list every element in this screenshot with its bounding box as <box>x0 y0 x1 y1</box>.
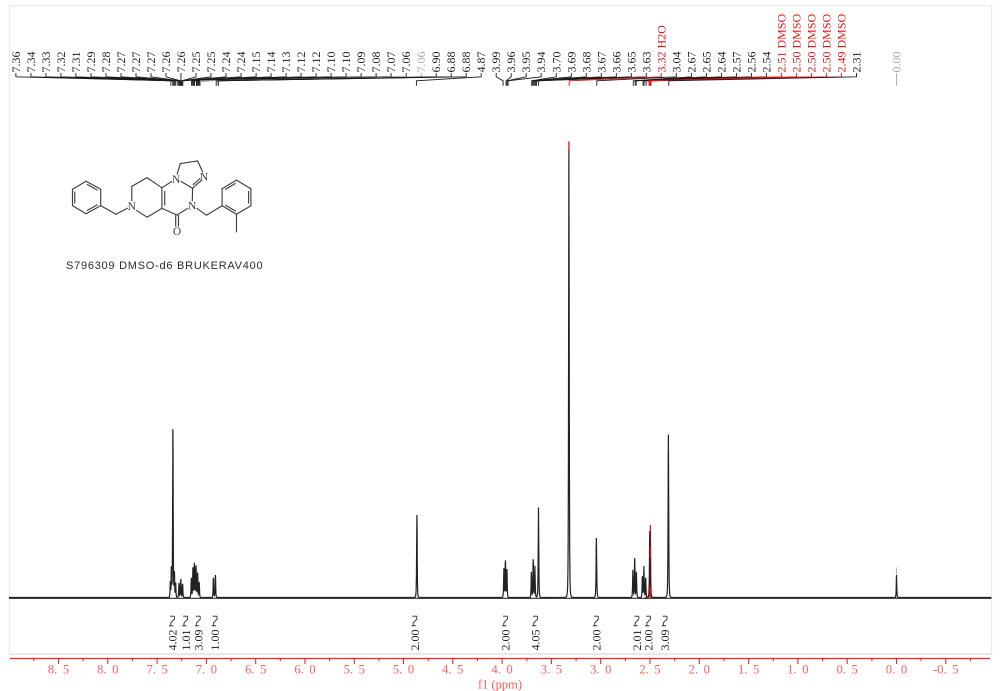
svg-text:7.34: 7.34 <box>24 52 38 73</box>
svg-text:f1 (ppm): f1 (ppm) <box>478 678 522 691</box>
svg-text:N: N <box>200 172 209 184</box>
svg-text:2.00: 2.00 <box>642 630 656 651</box>
svg-text:3.66: 3.66 <box>609 52 623 73</box>
svg-text:7.27: 7.27 <box>129 52 143 73</box>
svg-text:8. 0: 8. 0 <box>97 663 118 677</box>
svg-text:N: N <box>128 201 137 213</box>
svg-text:3.68: 3.68 <box>579 52 593 73</box>
svg-text:7.25: 7.25 <box>189 52 203 73</box>
svg-text:7.15: 7.15 <box>249 52 263 73</box>
svg-text:3.70: 3.70 <box>549 52 563 73</box>
svg-text:2.54: 2.54 <box>759 52 773 73</box>
svg-text:7.27: 7.27 <box>144 52 158 73</box>
svg-text:2.67: 2.67 <box>684 52 698 73</box>
svg-text:6.90: 6.90 <box>429 52 443 73</box>
svg-text:5. 5: 5. 5 <box>344 663 365 677</box>
svg-text:7.24: 7.24 <box>219 52 233 73</box>
svg-text:3.99: 3.99 <box>489 52 503 73</box>
svg-text:3.69: 3.69 <box>564 52 578 73</box>
svg-text:7.13: 7.13 <box>279 52 293 73</box>
svg-text:6. 0: 6. 0 <box>294 663 315 677</box>
svg-text:1.00: 1.00 <box>208 630 222 651</box>
svg-text:1.01: 1.01 <box>179 630 193 651</box>
svg-text:7.36: 7.36 <box>9 52 23 73</box>
svg-text:3. 5: 3. 5 <box>541 663 562 677</box>
svg-text:6.88: 6.88 <box>459 52 473 73</box>
svg-text:N: N <box>188 201 197 213</box>
svg-text:2. 0: 2. 0 <box>689 663 710 677</box>
svg-text:6.88: 6.88 <box>444 52 458 73</box>
svg-text:-0. 5: -0. 5 <box>933 663 958 677</box>
svg-text:2. 5: 2. 5 <box>639 663 660 677</box>
svg-text:7.29: 7.29 <box>84 52 98 73</box>
svg-text:2.50 DMSO: 2.50 DMSO <box>789 13 803 72</box>
svg-text:7.09: 7.09 <box>354 52 368 73</box>
svg-text:2.50 DMSO: 2.50 DMSO <box>804 13 818 72</box>
svg-text:7.33: 7.33 <box>39 52 53 73</box>
svg-text:5. 0: 5. 0 <box>393 663 414 677</box>
svg-text:7. 0: 7. 0 <box>196 663 217 677</box>
svg-text:0. 0: 0. 0 <box>886 663 907 677</box>
svg-text:7.06: 7.06 <box>399 52 413 73</box>
svg-text:7.12: 7.12 <box>294 52 308 73</box>
svg-text:0.00: 0.00 <box>890 52 904 73</box>
svg-text:7.10: 7.10 <box>339 52 353 73</box>
svg-text:7.27: 7.27 <box>114 52 128 73</box>
svg-text:2.49 DMSO: 2.49 DMSO <box>834 13 848 72</box>
svg-text:3.96: 3.96 <box>504 52 518 73</box>
svg-text:3. 0: 3. 0 <box>590 663 611 677</box>
svg-text:7.07: 7.07 <box>384 52 398 73</box>
svg-text:0. 5: 0. 5 <box>837 663 858 677</box>
svg-text:3.04: 3.04 <box>669 52 683 73</box>
svg-text:7.24: 7.24 <box>234 52 248 73</box>
svg-text:2.64: 2.64 <box>714 52 728 73</box>
svg-text:3.09: 3.09 <box>658 630 672 651</box>
svg-text:2.00: 2.00 <box>408 630 422 651</box>
svg-text:7. 5: 7. 5 <box>146 663 167 677</box>
svg-text:4.05: 4.05 <box>529 630 543 651</box>
svg-text:4. 0: 4. 0 <box>491 663 512 677</box>
svg-text:2.31: 2.31 <box>850 52 864 73</box>
svg-text:2.50 DMSO: 2.50 DMSO <box>819 13 833 72</box>
svg-text:7.28: 7.28 <box>99 52 113 73</box>
svg-text:3.67: 3.67 <box>594 52 608 73</box>
svg-text:2.51 DMSO: 2.51 DMSO <box>774 13 788 72</box>
svg-text:7.26: 7.26 <box>174 52 188 73</box>
svg-text:7.10: 7.10 <box>324 52 338 73</box>
svg-text:3.95: 3.95 <box>519 52 533 73</box>
svg-text:7.32: 7.32 <box>54 52 68 73</box>
svg-text:6. 5: 6. 5 <box>245 663 266 677</box>
svg-text:1. 5: 1. 5 <box>738 663 759 677</box>
svg-text:O: O <box>173 226 181 238</box>
svg-text:3.65: 3.65 <box>624 52 638 73</box>
svg-text:4.02: 4.02 <box>166 630 180 651</box>
svg-text:7.31: 7.31 <box>69 52 83 73</box>
svg-text:3.94: 3.94 <box>534 52 548 73</box>
svg-text:8. 5: 8. 5 <box>48 663 69 677</box>
svg-text:2.00: 2.00 <box>590 630 604 651</box>
svg-text:2.00: 2.00 <box>499 630 513 651</box>
svg-text:3.32 H2O: 3.32 H2O <box>654 25 668 73</box>
svg-text:2.56: 2.56 <box>744 52 758 73</box>
svg-text:7.12: 7.12 <box>309 52 323 73</box>
svg-text:2.01: 2.01 <box>630 630 644 651</box>
svg-text:7.26: 7.26 <box>159 52 173 73</box>
svg-text:2.57: 2.57 <box>729 52 743 73</box>
svg-text:7.06: 7.06 <box>414 52 428 73</box>
svg-text:4.87: 4.87 <box>474 52 488 73</box>
svg-text:3.09: 3.09 <box>191 630 205 651</box>
svg-text:N: N <box>172 174 181 186</box>
svg-text:7.14: 7.14 <box>264 52 278 73</box>
svg-text:4. 5: 4. 5 <box>442 663 463 677</box>
svg-text:7.08: 7.08 <box>369 52 383 73</box>
svg-text:3.63: 3.63 <box>639 52 653 73</box>
svg-text:2.65: 2.65 <box>699 52 713 73</box>
svg-text:7.25: 7.25 <box>204 52 218 73</box>
svg-text:S796309 DMSO-d6 BRUKERAV400: S796309 DMSO-d6 BRUKERAV400 <box>66 260 263 272</box>
svg-text:1. 0: 1. 0 <box>787 663 808 677</box>
